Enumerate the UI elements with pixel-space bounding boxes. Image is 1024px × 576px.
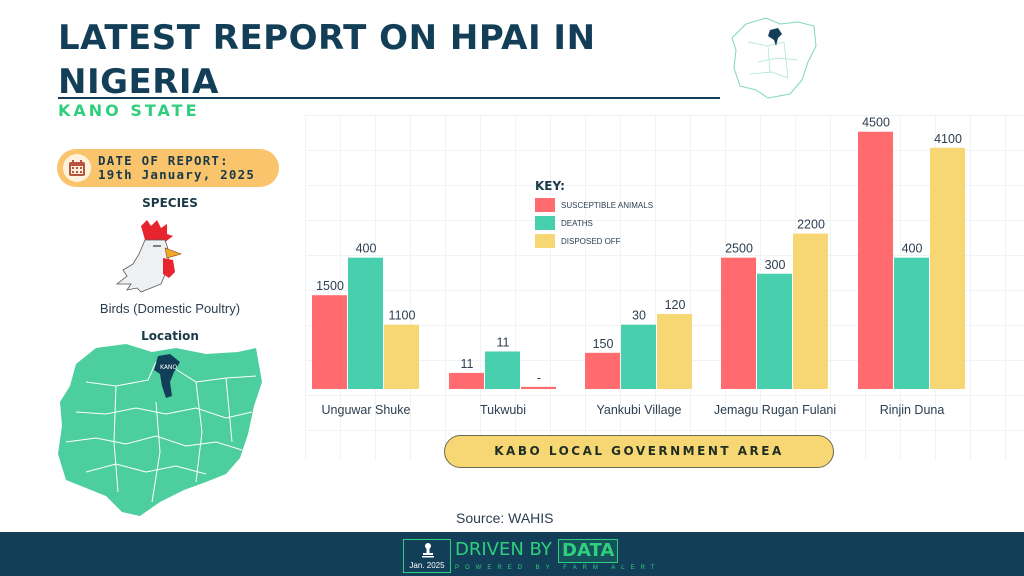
category-label: Yankubi Village (596, 403, 681, 417)
species-heading: SPECIES (142, 196, 198, 210)
bar-value-label: 400 (902, 242, 923, 256)
bar-value-label: 30 (632, 309, 646, 323)
category-label: Rinjin Duna (880, 403, 945, 417)
category-label: Tukwubi (480, 403, 526, 417)
bar-value-label: 11 (461, 357, 474, 371)
legend-label: DISPOSED OFF (561, 237, 621, 246)
brand-text: DRIVEN BY (455, 539, 552, 560)
bar-deaths-2 (621, 324, 656, 389)
bar-value-label: 11 (497, 335, 510, 349)
bar-disposed-off-0 (384, 324, 419, 389)
bar-value-label: - (537, 371, 541, 385)
bar-value-label: 120 (665, 298, 686, 312)
date-of-report-badge: DATE OF REPORT: 19th January, 2025 (57, 149, 279, 187)
stamp-date: Jan. 2025 (409, 561, 445, 570)
category-label: Jemagu Rugan Fulani (714, 403, 836, 417)
bar-disposed-off-1 (521, 386, 556, 389)
state-subtitle: KANO STATE (58, 101, 200, 120)
bar-disposed-off-4 (930, 147, 965, 389)
bar-disposed-off-2 (657, 313, 692, 389)
date-value: 19th January, 2025 (98, 167, 256, 182)
date-label: DATE OF REPORT: (98, 153, 229, 168)
bar-deaths-3 (757, 273, 792, 389)
bar-disposed-off-3 (793, 233, 828, 389)
hpai-bar-chart: 1500 400 1100 11 11 - 150 30 120 2500 300 2200 4500 4… (312, 116, 965, 417)
source-text: Source: WAHIS (456, 510, 554, 526)
location-heading: Location (141, 329, 199, 343)
legend-swatch (535, 198, 555, 212)
page-title: LATEST REPORT ON HPAI IN NIGERIA (58, 18, 596, 102)
kano-map-label: KANO (160, 364, 177, 371)
bar-value-label: 400 (356, 242, 377, 256)
stamp-icon (422, 543, 434, 558)
calendar-icon (63, 154, 91, 182)
title-divider (58, 97, 720, 99)
nigeria-location-map: KANO (58, 344, 262, 516)
brand-highlight: DATA (558, 539, 619, 563)
bar-value-label: 150 (593, 337, 614, 351)
bar-deaths-4 (894, 257, 929, 389)
bar-value-label: 4100 (934, 132, 962, 146)
bar-value-label: 2200 (797, 218, 825, 232)
bar-value-label: 4500 (862, 116, 890, 130)
bar-susceptible-animals-0 (312, 295, 347, 389)
bar-value-label: 2500 (725, 242, 753, 256)
bar-susceptible-animals-4 (858, 131, 893, 389)
bar-value-label: 1500 (316, 279, 344, 293)
bar-deaths-0 (348, 257, 383, 389)
rooster-icon (115, 220, 182, 293)
bar-susceptible-animals-2 (585, 352, 620, 389)
bar-susceptible-animals-3 (721, 257, 756, 389)
footer-bar (0, 532, 1024, 576)
bar-deaths-1 (485, 351, 520, 389)
legend-title: KEY: (535, 179, 565, 193)
legend-swatch (535, 234, 555, 248)
stamp-badge: Jan. 2025 (403, 539, 451, 573)
powered-by-text: POWERED BY FARM ALERT (455, 565, 661, 571)
bar-value-label: 1100 (389, 309, 416, 323)
bar-susceptible-animals-1 (449, 372, 484, 389)
legend-label: DEATHS (561, 219, 593, 228)
legend-swatch (535, 216, 555, 230)
category-label: Unguwar Shuke (322, 403, 411, 417)
lga-label: KABO LOCAL GOVERNMENT AREA (444, 435, 834, 468)
species-name: Birds (Domestic Poultry) (99, 301, 241, 316)
bar-value-label: 300 (765, 258, 786, 272)
legend-label: SUSCEPTIBLE ANIMALS (561, 201, 653, 210)
nigeria-outline-map-icon (731, 17, 817, 99)
